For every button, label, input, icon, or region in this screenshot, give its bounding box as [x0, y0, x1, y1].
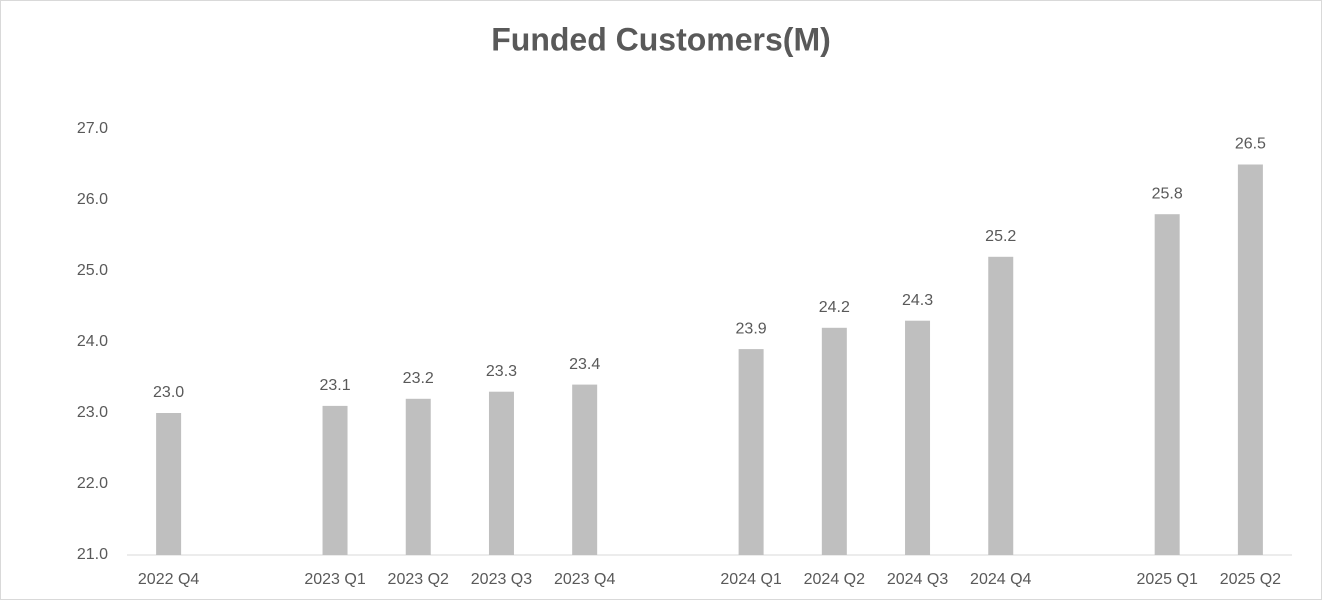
value-label: 23.1 [319, 377, 350, 394]
bar [1154, 214, 1180, 555]
x-tick-label: 2024 Q2 [804, 571, 865, 588]
x-tick-label: 2025 Q1 [1136, 571, 1197, 588]
x-tick-label: 2025 Q2 [1220, 571, 1281, 588]
bar [738, 349, 764, 555]
bar [905, 320, 931, 555]
x-tick-label: 2023 Q3 [471, 571, 532, 588]
y-tick-label: 25.0 [77, 262, 108, 279]
y-tick-label: 21.0 [77, 546, 108, 563]
bar [156, 413, 182, 555]
value-label: 24.2 [819, 299, 850, 316]
value-label: 23.2 [403, 370, 434, 387]
x-tick-label: 2023 Q2 [388, 571, 449, 588]
x-tick-label: 2022 Q4 [138, 571, 199, 588]
y-tick-label: 27.0 [77, 120, 108, 137]
bar [1237, 164, 1263, 555]
value-label: 23.4 [569, 356, 600, 373]
y-tick-label: 23.0 [77, 404, 108, 421]
value-label: 23.0 [153, 384, 184, 401]
x-tick-label: 2024 Q4 [970, 571, 1031, 588]
x-tick-label: 2024 Q3 [887, 571, 948, 588]
x-tick-label: 2023 Q4 [554, 571, 615, 588]
value-label: 24.3 [902, 292, 933, 309]
bar [572, 384, 598, 555]
x-tick-label: 2023 Q1 [304, 571, 365, 588]
value-label: 26.5 [1235, 136, 1266, 153]
y-tick-label: 24.0 [77, 333, 108, 350]
bar [821, 327, 847, 555]
x-tick-label: 2024 Q1 [720, 571, 781, 588]
bar [988, 256, 1014, 555]
bar [405, 398, 431, 555]
y-tick-label: 22.0 [77, 475, 108, 492]
chart-title: Funded Customers(M) [491, 21, 831, 57]
bar [488, 391, 514, 555]
value-label: 23.3 [486, 363, 517, 380]
y-tick-label: 26.0 [77, 191, 108, 208]
value-label: 25.8 [1152, 185, 1183, 202]
bar [322, 405, 348, 555]
value-label: 23.9 [736, 320, 767, 337]
value-label: 25.2 [985, 228, 1016, 245]
